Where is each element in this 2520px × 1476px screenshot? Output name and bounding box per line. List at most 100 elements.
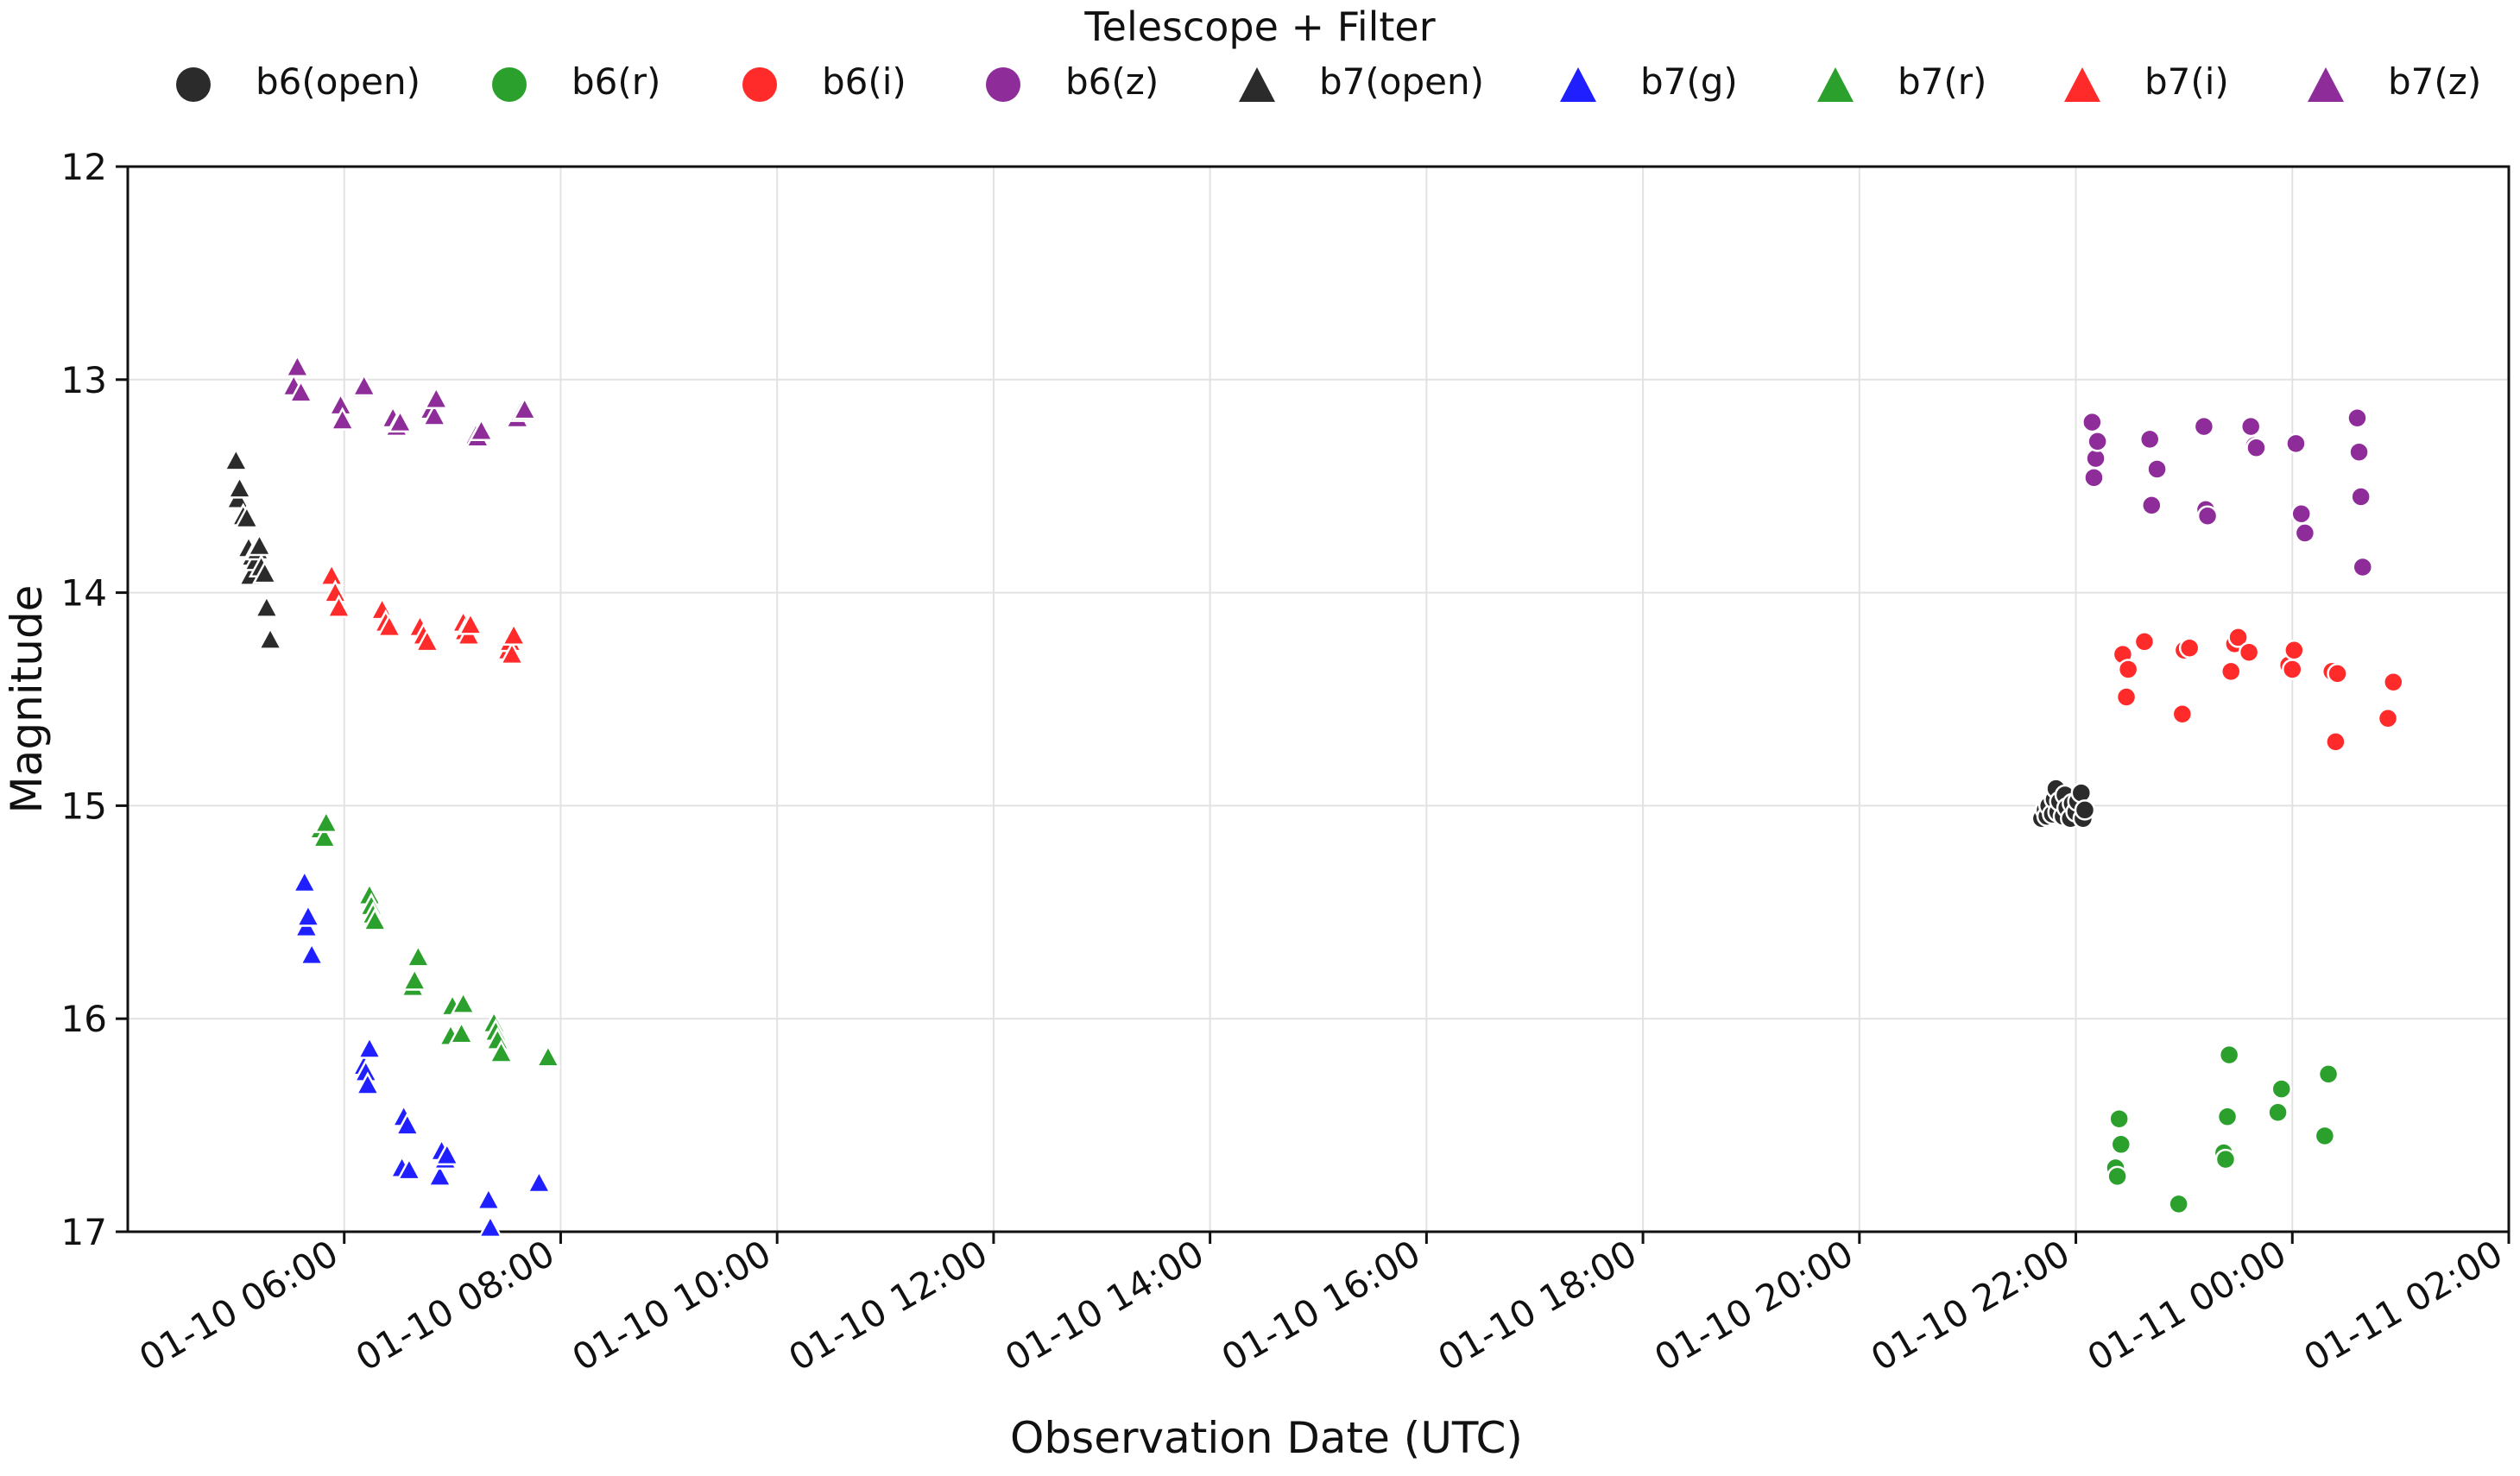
data-point <box>2346 407 2368 429</box>
x-tick-label: 01-10 06:00 <box>132 1232 345 1379</box>
data-point <box>2348 441 2370 463</box>
legend-circle-marker <box>492 67 527 102</box>
data-point <box>234 504 260 529</box>
series-b7-r <box>307 809 561 1068</box>
data-point <box>2216 1106 2239 1127</box>
x-tick-label: 01-10 20:00 <box>1647 1232 1860 1379</box>
data-point <box>357 1035 382 1059</box>
data-point <box>2106 1165 2128 1188</box>
legend-circle-marker <box>742 67 777 102</box>
legend-marker-shape <box>1817 67 1854 102</box>
data-point <box>313 809 339 834</box>
data-point <box>488 1039 515 1063</box>
legend-triangle-marker <box>1239 67 1275 102</box>
legend: b6(open) b6(r) b6(i) b6(z) b7(open) b7(g) b7(r… <box>0 55 2520 114</box>
x-tick-label: 01-10 10:00 <box>565 1232 779 1379</box>
data-point <box>405 943 432 968</box>
legend-label: b7(open) <box>1319 60 1484 103</box>
data-point <box>299 941 325 966</box>
legend-triangle-marker <box>2064 67 2100 102</box>
data-point <box>2074 799 2096 821</box>
data-point <box>2377 707 2399 729</box>
series-b6-z <box>2081 407 2374 578</box>
data-point <box>511 396 538 420</box>
data-point <box>501 621 527 646</box>
series-b7-open <box>223 447 283 650</box>
data-point <box>2196 505 2219 527</box>
data-point <box>526 1169 553 1194</box>
legend-triangle-marker <box>2308 67 2344 102</box>
data-point <box>2138 428 2161 451</box>
legend-marker-shape <box>2064 67 2100 102</box>
data-point <box>2294 522 2316 544</box>
legend-triangle-marker <box>1817 67 1854 102</box>
data-point <box>2227 627 2249 648</box>
data-point <box>2383 672 2404 693</box>
x-tick-label: 01-10 08:00 <box>349 1232 562 1379</box>
data-point <box>351 372 377 397</box>
data-point <box>2115 686 2138 708</box>
data-point <box>246 533 273 557</box>
data-point <box>414 628 440 653</box>
data-point <box>254 594 280 618</box>
data-point <box>2238 641 2260 663</box>
data-point <box>223 447 249 471</box>
x-tick-label: 01-10 14:00 <box>998 1232 1211 1379</box>
data-point <box>2327 663 2348 684</box>
legend-label: b7(z) <box>2388 60 2482 103</box>
legend-marker-shape <box>986 67 1020 102</box>
x-tick-label: 01-10 16:00 <box>1215 1232 1428 1379</box>
legend-label: b6(r) <box>572 60 661 103</box>
data-point <box>2271 1078 2292 1100</box>
legend-marker-shape <box>176 67 211 102</box>
data-point <box>395 1112 420 1136</box>
legend-label: b7(i) <box>2144 60 2229 103</box>
data-point <box>2171 703 2194 725</box>
plot-frame <box>126 165 2511 1233</box>
data-point <box>2146 458 2168 480</box>
x-tick-label: 01-10 18:00 <box>1431 1232 1645 1379</box>
data-point <box>535 1044 561 1068</box>
y-tick-label: 17 <box>61 1211 107 1253</box>
data-point <box>421 402 447 426</box>
legend-label: b6(z) <box>1065 60 1159 103</box>
data-point <box>2325 731 2346 753</box>
data-point <box>329 407 356 431</box>
legend-marker-shape <box>2308 67 2344 102</box>
legend-triangle-marker <box>1560 67 1596 102</box>
data-point <box>477 1214 503 1239</box>
data-point <box>2267 1101 2289 1124</box>
data-point <box>2352 556 2374 578</box>
data-point <box>2239 415 2262 438</box>
data-point <box>2220 660 2242 683</box>
data-point <box>2083 467 2105 489</box>
data-point <box>2214 1148 2237 1170</box>
data-point <box>2141 495 2163 516</box>
legend-marker-shape <box>492 67 527 102</box>
series-b6-open <box>2031 778 2096 829</box>
data-point <box>2283 639 2305 661</box>
legend-marker-shape <box>742 67 777 102</box>
data-point <box>450 990 477 1014</box>
data-point <box>468 417 495 442</box>
data-point <box>362 907 388 931</box>
data-point <box>311 824 338 848</box>
legend-label: b7(g) <box>1640 60 1738 103</box>
data-point <box>2245 437 2267 459</box>
series-b6-r <box>2105 1044 2340 1215</box>
data-point <box>499 640 525 665</box>
y-tick-label: 14 <box>61 572 107 615</box>
y-tick-label: 16 <box>61 998 107 1040</box>
data-point <box>2081 411 2103 433</box>
legend-circle-marker <box>176 67 211 102</box>
data-point <box>2290 503 2312 525</box>
data-point <box>252 560 278 584</box>
data-point <box>376 613 402 638</box>
data-point <box>355 1071 381 1095</box>
data-point <box>2070 782 2093 804</box>
data-point <box>2178 637 2201 659</box>
data-point <box>2193 415 2215 438</box>
data-point <box>295 903 321 927</box>
series-b7-z <box>281 353 538 448</box>
